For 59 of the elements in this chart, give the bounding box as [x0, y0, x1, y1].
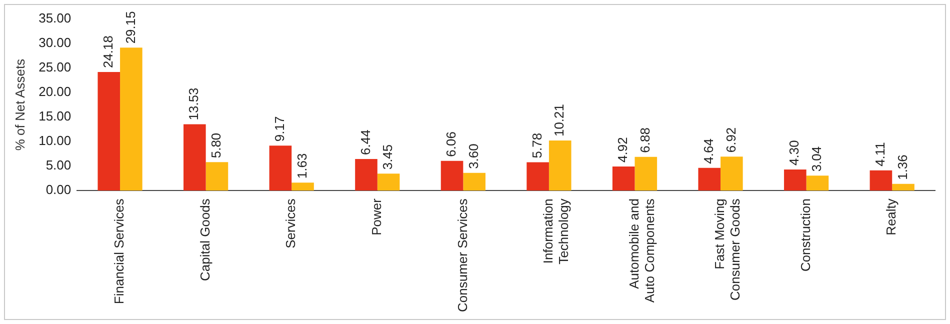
data-label: 4.64 [700, 138, 716, 164]
data-label: 5.80 [208, 132, 224, 158]
data-label: 29.15 [122, 11, 138, 44]
y-tick-label: 35.00 [38, 10, 72, 26]
bar [440, 160, 464, 191]
x-tick-label: Capital Goods [197, 198, 212, 281]
y-tick-label: 0.00 [46, 182, 72, 198]
data-label: 9.17 [272, 116, 288, 142]
bar [292, 182, 314, 191]
bar [870, 170, 892, 191]
x-tick-label: Fast Moving Consumer Goods [712, 198, 743, 300]
y-tick-label: 10.00 [38, 133, 72, 148]
bar [784, 169, 806, 191]
bar [269, 146, 292, 191]
x-tick-label: Financial Services [112, 198, 127, 304]
bar [206, 162, 228, 191]
bar [720, 156, 743, 191]
data-label: 4.30 [786, 140, 802, 166]
bar [892, 184, 914, 191]
x-tick-label: Automobile and Auto Components [626, 198, 657, 303]
bar [634, 156, 658, 191]
data-label: 4.11 [872, 142, 888, 166]
data-label: 6.88 [637, 128, 652, 153]
data-label: 3.04 [809, 146, 824, 172]
data-label: 24.18 [100, 35, 116, 68]
bar [806, 176, 829, 191]
y-tick-label: 25.00 [38, 60, 72, 75]
data-label: 3.45 [380, 144, 396, 170]
bar [355, 159, 378, 191]
data-label: 6.06 [444, 132, 459, 157]
bar [184, 124, 206, 191]
x-tick-label: Information Technology [540, 198, 572, 264]
bar [463, 172, 486, 191]
bar [548, 140, 572, 191]
y-tick-label: 20.00 [38, 84, 72, 100]
y-tick-label: 5.00 [46, 158, 72, 173]
y-tick-label: 15.00 [38, 108, 72, 124]
data-label: 13.53 [186, 88, 202, 120]
bar [698, 168, 721, 191]
x-tick-label: Consumer Services [454, 198, 470, 312]
data-label: 5.78 [529, 132, 544, 158]
y-axis-title: % of Net Assets [12, 58, 28, 151]
data-label: 3.60 [466, 144, 481, 169]
bar [377, 174, 400, 191]
bar [98, 72, 120, 191]
x-tick-label: Construction [798, 198, 813, 272]
data-label: 6.92 [723, 127, 738, 153]
x-tick-label: Services [283, 198, 298, 248]
bar [526, 162, 549, 191]
data-label: 6.44 [358, 130, 373, 156]
data-label: 1.36 [894, 154, 910, 180]
y-tick-label: 30.00 [38, 35, 72, 50]
data-label: 4.92 [615, 137, 630, 162]
data-label: 10.21 [552, 104, 567, 137]
data-label: 1.63 [294, 153, 310, 179]
bar [612, 166, 635, 191]
x-tick-label: Power [368, 198, 384, 236]
bar [120, 48, 142, 191]
x-tick-label: Realty [884, 198, 899, 236]
